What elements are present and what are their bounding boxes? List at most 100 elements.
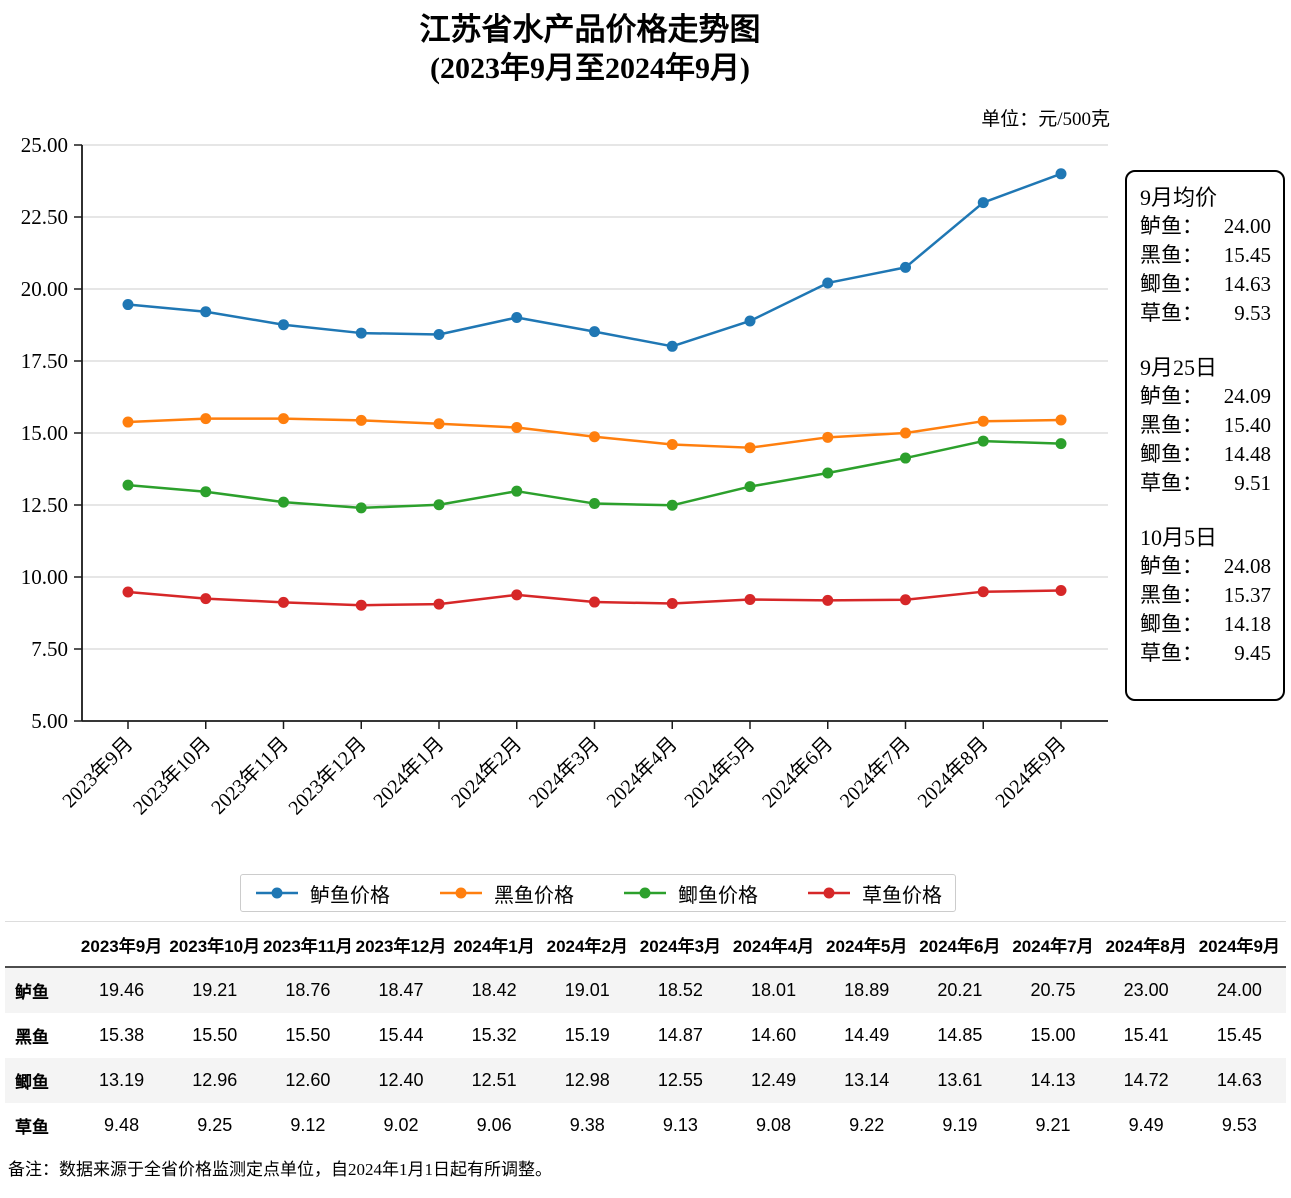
fish-price: 24.00 (1223, 214, 1271, 238)
summary-row: 鲫鱼： 14.18 (1140, 610, 1271, 639)
data-point (744, 593, 756, 605)
x-tick-label: 2024年6月 (757, 732, 837, 812)
legend-item-caoyu: 草鱼价格 (806, 879, 942, 908)
summary-section-monthly-average: 9月均价 鲈鱼： 24.00 黑鱼： 15.45 鲫鱼： 14.63 草鱼： 9… (1140, 183, 1271, 328)
y-tick-label: 22.50 (21, 205, 68, 229)
chart-title-block: 江苏省水产品价格走势图 (2023年9月至2024年9月) (0, 10, 1180, 88)
table-cell: 15.41 (1123, 1025, 1169, 1045)
page-title: 江苏省水产品价格走势图 (419, 12, 761, 47)
unit-label: 单位：元/500克 (981, 109, 1110, 130)
data-point (433, 598, 445, 610)
fish-label: 鲫鱼： (1140, 612, 1203, 636)
summary-row: 鲈鱼： 24.08 (1140, 552, 1271, 581)
summary-section-title: 10月5日 (1140, 525, 1218, 550)
table-cell: 14.60 (751, 1025, 797, 1045)
table-column-header: 2024年9月 (1192, 921, 1286, 968)
data-point (122, 586, 134, 598)
fish-price: 9.45 (1234, 641, 1271, 665)
data-point (900, 261, 911, 273)
fish-price: 14.63 (1223, 272, 1271, 296)
price-data-table-container: 2023年9月 2023年10月 2023年11月 2023年12月 2024年1月 20… (5, 921, 1286, 1148)
table-cell: 9.21 (1035, 1115, 1071, 1135)
data-point (589, 326, 600, 338)
data-point (1055, 585, 1067, 597)
table-cell: 14.63 (1216, 1070, 1262, 1090)
fish-label: 黑鱼： (1140, 413, 1203, 437)
x-tick-label: 2024年1月 (369, 732, 449, 812)
fish-label: 鲫鱼： (1140, 272, 1203, 296)
data-point (900, 452, 911, 464)
data-point (200, 486, 212, 498)
data-point (744, 442, 756, 454)
x-tick-label: 2024年5月 (680, 732, 760, 812)
table-cell: 12.55 (657, 1070, 703, 1090)
data-point (977, 435, 989, 447)
table-column-header: 2024年4月 (726, 921, 821, 968)
table-column-header: 2024年1月 (447, 921, 541, 968)
fish-label: 鲈鱼： (1140, 554, 1203, 578)
data-point (900, 427, 911, 439)
data-point (977, 586, 989, 598)
summary-row: 草鱼： 9.45 (1140, 639, 1271, 668)
fish-price: 15.40 (1223, 413, 1271, 437)
summary-section-sep25: 9月25日 鲈鱼： 24.09 黑鱼： 15.40 鲫鱼： 14.48 草鱼： … (1140, 353, 1271, 498)
data-point (589, 498, 600, 510)
data-point (511, 589, 523, 601)
data-point (122, 479, 134, 491)
series-line (126, 172, 1063, 348)
data-point (589, 431, 600, 443)
data-point (977, 415, 989, 427)
summary-section-oct5: 10月5日 鲈鱼： 24.08 黑鱼： 15.37 鲫鱼： 14.18 草鱼： … (1140, 523, 1271, 668)
x-tick-label: 2024年9月 (991, 732, 1071, 812)
summary-row: 鲈鱼： 24.00 (1140, 212, 1271, 241)
legend-label: 草鱼价格 (862, 884, 942, 907)
table-cell: 18.89 (844, 980, 890, 1000)
data-point (666, 340, 678, 352)
table-cell: 14.87 (657, 1025, 703, 1045)
summary-row: 鲫鱼： 14.63 (1140, 270, 1271, 299)
summary-row: 草鱼： 9.51 (1140, 469, 1271, 498)
table-column-header: 2024年2月 (540, 921, 634, 968)
table-cell: 9.19 (942, 1115, 978, 1135)
data-point (822, 594, 834, 606)
table-cell: 19.01 (564, 980, 610, 1000)
price-trend-chart: 5.00 7.50 10.00 12.50 15.00 17.50 20.00 22.50 25… (21, 133, 1108, 819)
fish-label: 黑鱼： (1140, 583, 1203, 607)
legend-item-jiyu: 鲫鱼价格 (622, 879, 758, 908)
table-cell: 12.40 (378, 1070, 424, 1090)
legend-item-luyu: 鲈鱼价格 (254, 879, 390, 908)
table-corner-cell (5, 921, 75, 968)
data-point (355, 599, 367, 611)
x-tick-label: 2023年12月 (284, 732, 371, 819)
data-point (822, 467, 834, 479)
legend-label: 鲫鱼价格 (678, 884, 758, 907)
table-cell: 9.53 (1221, 1115, 1257, 1135)
data-point (511, 485, 523, 497)
table-column-header: 2023年11月 (261, 921, 355, 968)
table-cell: 9.38 (569, 1115, 605, 1135)
table-column-header: 2024年8月 (1099, 921, 1193, 968)
table-cell: 15.44 (378, 1025, 424, 1045)
data-point (200, 306, 212, 318)
series-line (126, 439, 1063, 510)
table-cell: 9.13 (662, 1115, 698, 1135)
fish-label: 草鱼： (1140, 301, 1203, 325)
table-cell: 12.96 (192, 1070, 238, 1090)
table-header-row: 2023年9月 2023年10月 2023年11月 2023年12月 2024年1月 20… (5, 921, 1286, 968)
x-tick-label: 2024年3月 (524, 732, 604, 812)
table-cell: 18.01 (751, 980, 797, 1000)
table-row: 黑鱼 15.38 15.50 15.50 15.44 15.32 15.19 14.87 14.… (5, 1013, 1286, 1058)
data-point (1055, 414, 1067, 426)
x-tick-label: 2024年8月 (913, 732, 993, 812)
x-tick-label: 2023年10月 (128, 732, 215, 819)
summary-section-title: 9月25日 (1140, 355, 1218, 380)
data-point (666, 499, 678, 511)
legend-line-marker-icon (808, 887, 850, 899)
data-point (355, 502, 367, 514)
table-column-header: 2024年5月 (820, 921, 914, 968)
fish-label: 鲫鱼： (1140, 442, 1203, 466)
table-row: 鲫鱼 13.19 12.96 12.60 12.40 12.51 12.98 12.55 12.… (5, 1058, 1286, 1103)
table-cell: 20.75 (1030, 980, 1076, 1000)
fish-label: 草鱼： (1140, 471, 1203, 495)
table-cell: 15.50 (192, 1025, 238, 1045)
